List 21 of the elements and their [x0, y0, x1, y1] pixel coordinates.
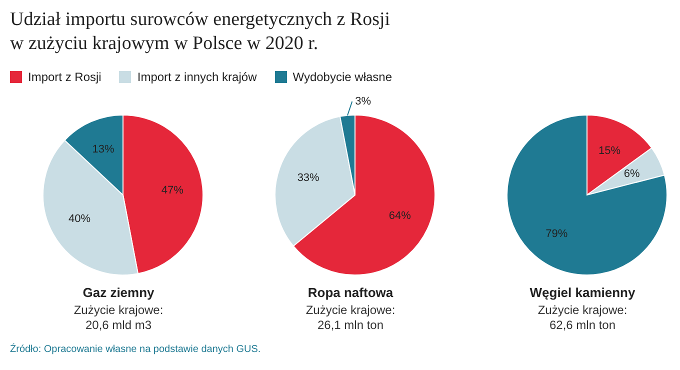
- data-label: 40%: [68, 212, 91, 225]
- data-label: 47%: [161, 184, 184, 196]
- text: Węgiel kamienny: [528, 285, 636, 300]
- text: Zużycie krajowe: 20,6 mld m3: [72, 303, 164, 333]
- text: Zużycie krajowe: 26,1 mln ton: [304, 303, 396, 333]
- data-label: 3%: [355, 95, 372, 108]
- text: Źródło: Opracowanie własne na podstawie danych GUS.: [10, 344, 261, 355]
- text: Zużycie krajowe: 62,6 mln ton: [536, 303, 628, 333]
- data-label: 79%: [546, 228, 568, 240]
- legend-label: Import z Rosji: [28, 70, 102, 84]
- text: Gaz ziemny: [82, 285, 156, 300]
- data-label: 33%: [297, 172, 320, 184]
- text: Ropa naftowa: [306, 285, 394, 300]
- chart-title: Udział importu surowców energetycznych z Rosji w zużyciu krajowym w Polsce w 2020 r.: [10, 8, 390, 56]
- legend-label: Import z innych krajów: [137, 70, 257, 84]
- legend-label: Wydobycie własne: [292, 70, 392, 84]
- data-label: 13%: [92, 143, 115, 156]
- data-label: 6%: [624, 168, 640, 180]
- data-label: 15%: [598, 144, 621, 157]
- pie-slice: [506, 114, 668, 276]
- data-label: 64%: [388, 210, 412, 222]
